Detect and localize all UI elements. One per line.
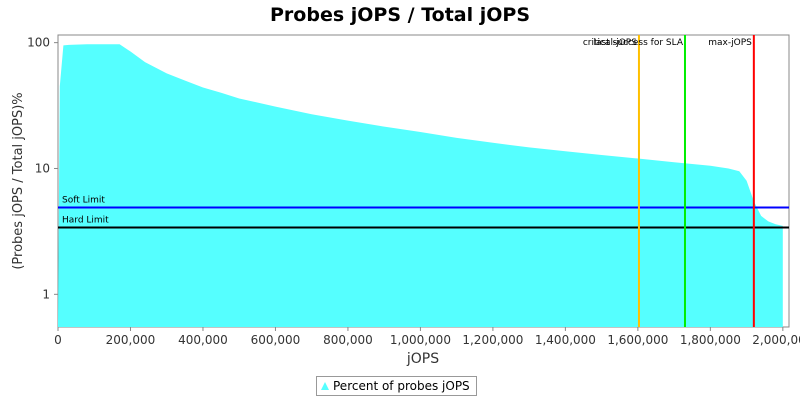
area-layer	[58, 44, 783, 328]
y-tick-label: 10	[35, 161, 50, 175]
x-axis: 0 200,000 400,000 600,000 800,000 1,000,000 1,…	[54, 327, 800, 347]
y-tick-label: 1	[42, 287, 50, 301]
x-tick-label: 2,000,000	[752, 333, 800, 347]
y-axis-title: (Probes jOPS / Total jOPS)%	[11, 92, 26, 269]
x-tick-label: 1,400,000	[535, 333, 596, 347]
x-tick-label: 200,000	[106, 333, 156, 347]
x-tick-label: 1,800,000	[680, 333, 741, 347]
limit-label-0: Soft Limit	[62, 195, 105, 205]
x-axis-title: jOPS	[406, 351, 439, 367]
horizontal-lines: Soft Limit Hard Limit	[58, 195, 789, 229]
x-tick-label: 600,000	[251, 333, 301, 347]
chart-title: Probes jOPS / Total jOPS	[270, 4, 530, 26]
legend: Percent of probes jOPS	[316, 376, 477, 396]
legend-label: Percent of probes jOPS	[333, 379, 470, 393]
y-axis: 1 10 100	[27, 36, 58, 301]
x-tick-label: 1,600,000	[607, 333, 668, 347]
x-tick-label: 1,200,000	[462, 333, 523, 347]
legend-swatch-icon	[321, 382, 329, 390]
marker-label-2: max-jOPS	[708, 38, 752, 48]
limit-label-1: Hard Limit	[62, 215, 109, 225]
x-tick-label: 1,000,000	[390, 333, 451, 347]
y-tick-label: 100	[27, 36, 50, 50]
marker-label-1: last success for SLA	[593, 38, 683, 48]
x-tick-label: 0	[54, 333, 62, 347]
x-tick-label: 800,000	[323, 333, 373, 347]
x-tick-label: 400,000	[178, 333, 228, 347]
area-series-probes	[58, 44, 783, 328]
marker-label-0: critical-jOPS	[583, 38, 637, 48]
